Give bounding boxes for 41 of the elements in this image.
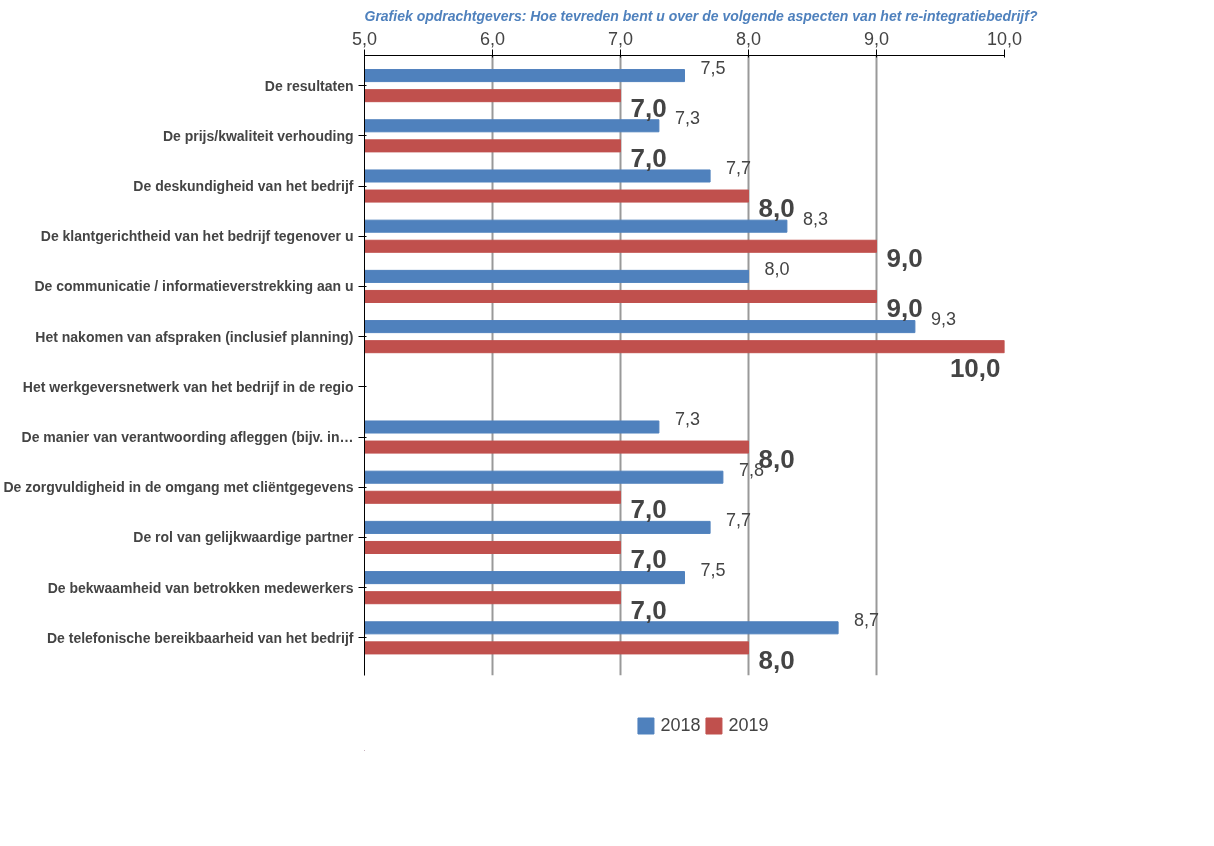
legend-label: 2019 bbox=[728, 714, 769, 736]
data-label: 8,0 bbox=[758, 644, 795, 675]
data-label: 9,3 bbox=[930, 309, 956, 330]
y-tick-label: Het werkgeversnetwerk van het bedrijf in de regio bbox=[22, 378, 354, 395]
data-label: 7,0 bbox=[630, 594, 667, 625]
y-tick-label: De prijs/kwaliteit verhouding bbox=[162, 127, 354, 144]
data-label: 7,5 bbox=[700, 560, 726, 581]
x-tick-label: 10,0 bbox=[986, 28, 1023, 49]
data-label: 7,0 bbox=[630, 142, 667, 173]
x-tick-label: 7,0 bbox=[607, 28, 634, 49]
x-tick-label: 9,0 bbox=[863, 28, 890, 49]
data-label: 7,0 bbox=[630, 494, 667, 525]
data-label: 7,3 bbox=[674, 108, 700, 129]
data-label: 7,7 bbox=[726, 509, 752, 530]
y-tick-label: De deskundigheid van het bedrijf bbox=[133, 178, 354, 195]
y-tick-label: De zorgvuldigheid in de omgang met cliëntgegevens bbox=[3, 479, 354, 496]
legend-label: 2018 bbox=[660, 714, 701, 736]
data-label: 8,3 bbox=[802, 208, 828, 229]
data-label: 7,7 bbox=[726, 158, 752, 179]
x-tick-label: 6,0 bbox=[479, 28, 506, 49]
x-tick-label: 5,0 bbox=[351, 28, 378, 49]
y-tick-label: De bekwaamheid van betrokken medewerkers bbox=[47, 579, 354, 596]
data-label: 7,5 bbox=[700, 58, 726, 79]
y-tick-label: De telefonische bereikbaarheid van het bedrijf bbox=[46, 629, 354, 646]
data-label: 9,0 bbox=[886, 243, 923, 274]
chart-title: Grafiek opdrachtgevers: Hoe tevreden bent u over de volgende aspecten van het re-integratiebedrijf? bbox=[364, 7, 1038, 24]
y-tick-label: De rol van gelijkwaardige partner bbox=[133, 529, 355, 546]
data-label: 7,0 bbox=[630, 544, 667, 575]
data-label: 8,0 bbox=[758, 193, 795, 224]
data-label: 8,7 bbox=[854, 610, 880, 631]
data-label: 7,3 bbox=[674, 409, 700, 430]
x-tick-label: 8,0 bbox=[735, 28, 762, 49]
data-label: 7,0 bbox=[630, 92, 667, 123]
y-tick-label: De klantgerichtheid van het bedrijf tegenover u bbox=[40, 228, 354, 245]
y-tick-label: De communicatie / informatieverstrekking aan u bbox=[34, 278, 354, 295]
y-tick-label: Het nakomen van afspraken (inclusief planning) bbox=[35, 328, 354, 345]
y-tick-label: De resultaten bbox=[264, 77, 354, 94]
data-label: 8,0 bbox=[764, 258, 790, 279]
data-label: 9,0 bbox=[886, 293, 923, 324]
data-label: 10,0 bbox=[949, 352, 1001, 383]
y-tick-label: De manier van verantwoording afleggen (bijv. in… bbox=[21, 429, 354, 446]
